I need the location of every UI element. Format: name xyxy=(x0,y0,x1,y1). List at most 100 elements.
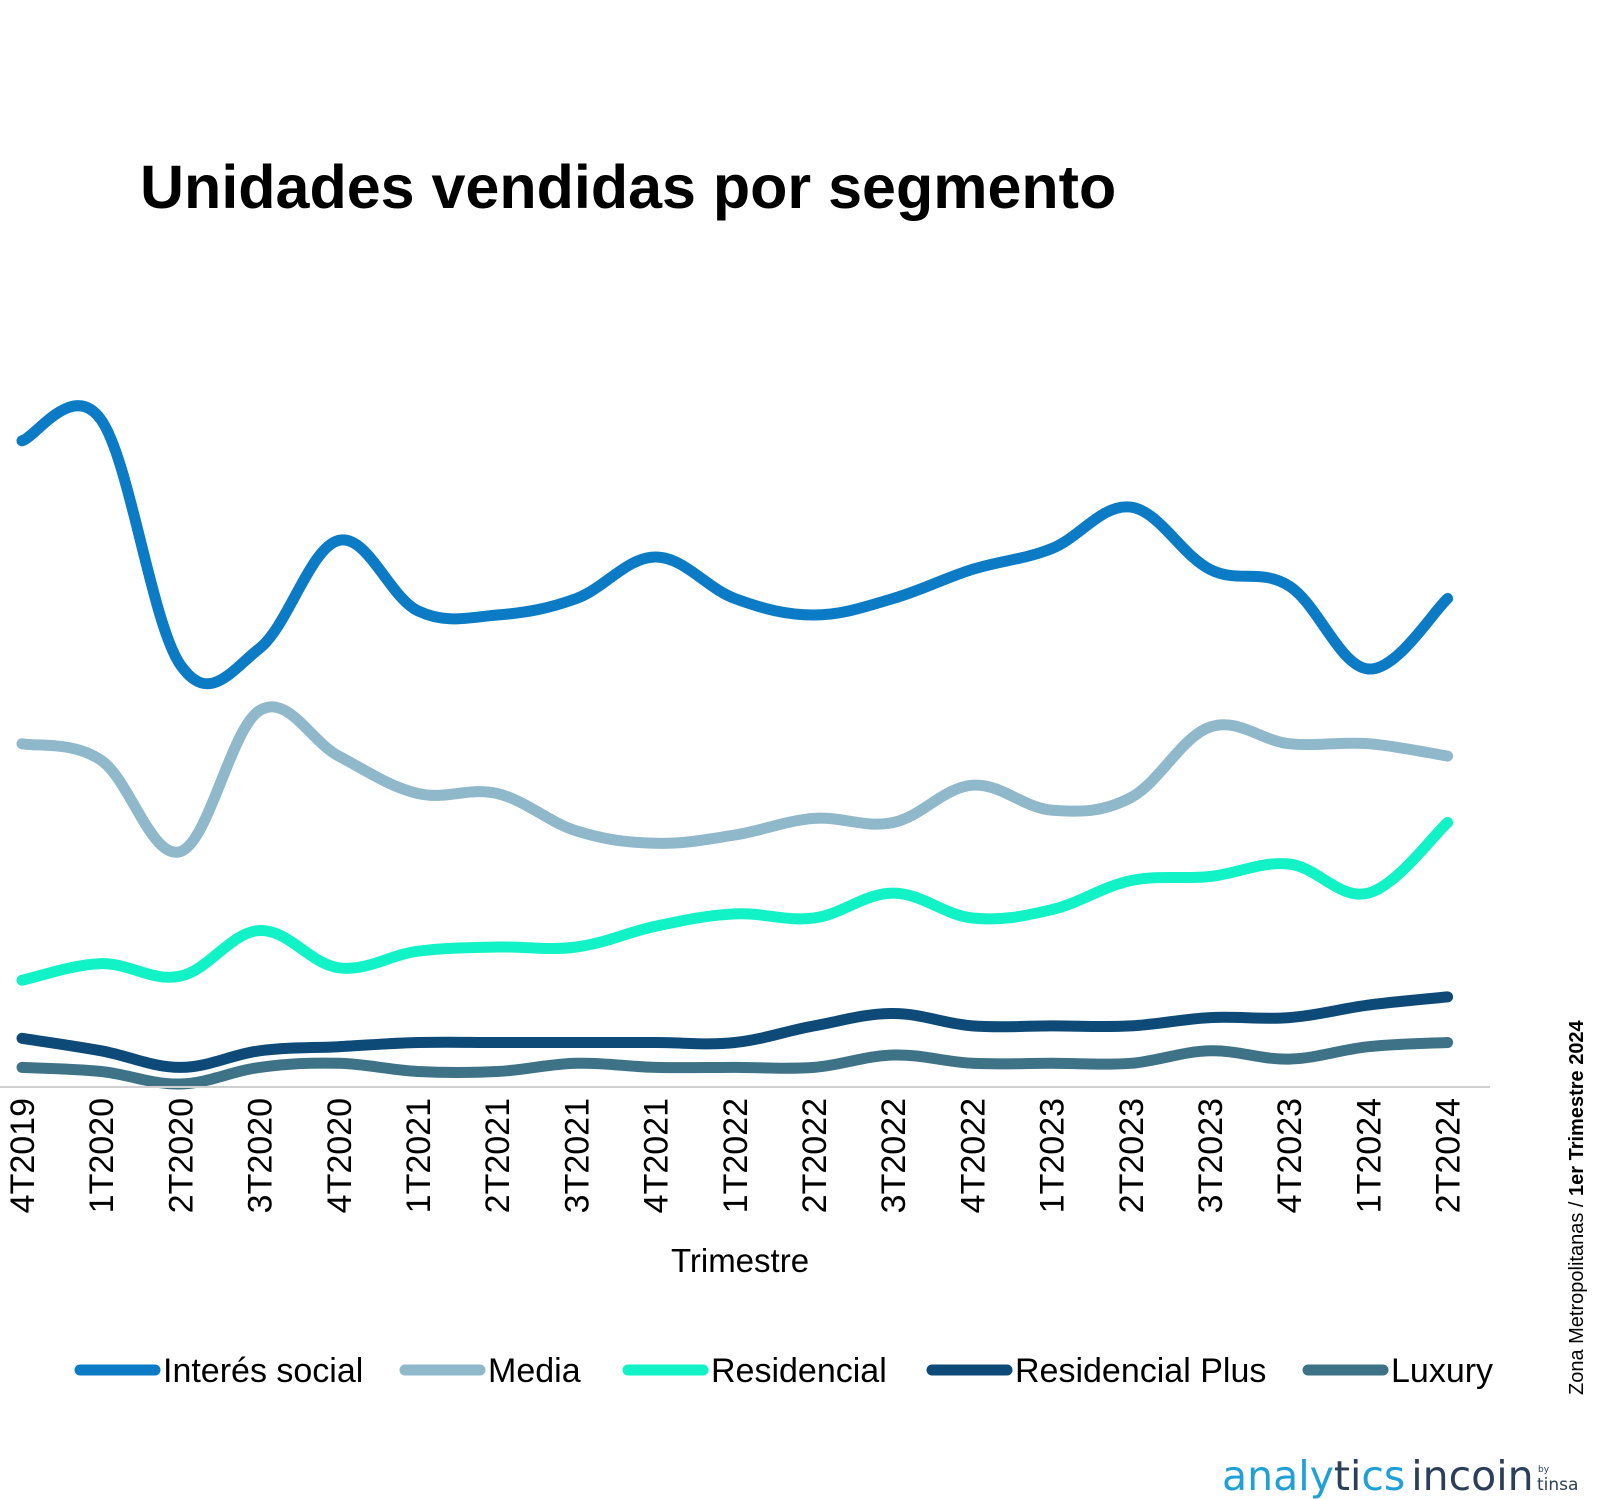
data-point-4-8 xyxy=(655,1066,657,1068)
data-point-3-7 xyxy=(575,1042,577,1043)
data-point-2-17 xyxy=(1367,892,1369,894)
data-point-4-11 xyxy=(892,1054,894,1056)
data-point-0-4 xyxy=(338,539,340,541)
data-point-1-17 xyxy=(1367,743,1369,745)
data-point-4-3 xyxy=(259,1066,261,1068)
svg-text:Zona Metropolitanas / 1er Trim: Zona Metropolitanas / 1er Trimestre 2024 xyxy=(1566,1019,1588,1395)
data-point-4-4 xyxy=(338,1062,340,1064)
x-tick-label: 4T2020 xyxy=(321,1098,359,1213)
data-point-4-1 xyxy=(100,1071,102,1073)
data-point-1-7 xyxy=(575,830,577,832)
data-point-2-16 xyxy=(1288,863,1290,865)
x-tick-label: 3T2021 xyxy=(558,1098,596,1213)
data-point-0-2 xyxy=(179,664,181,666)
data-point-3-12 xyxy=(971,1025,973,1027)
data-point-0-18 xyxy=(1447,597,1449,599)
data-point-4-9 xyxy=(734,1066,736,1068)
x-tick-label: 1T2024 xyxy=(1350,1098,1388,1213)
data-point-4-5 xyxy=(417,1071,419,1073)
data-point-3-15 xyxy=(1209,1017,1211,1019)
data-point-1-0 xyxy=(21,743,23,745)
data-point-2-15 xyxy=(1209,876,1211,877)
data-point-0-6 xyxy=(496,614,498,616)
legend-label: Interés social xyxy=(163,1352,363,1390)
data-point-1-9 xyxy=(734,834,736,836)
data-point-2-6 xyxy=(496,946,498,948)
legend-label: Residencial xyxy=(711,1352,887,1390)
data-point-4-12 xyxy=(971,1062,973,1064)
data-point-1-15 xyxy=(1209,726,1211,728)
x-tick-label: 2T2024 xyxy=(1430,1098,1468,1213)
data-point-2-18 xyxy=(1447,822,1449,824)
data-point-2-5 xyxy=(417,950,419,952)
data-point-0-3 xyxy=(259,647,261,649)
data-point-0-13 xyxy=(1051,548,1053,550)
data-point-1-5 xyxy=(417,793,419,794)
data-point-1-13 xyxy=(1051,809,1053,811)
logo-part-incoin: incoin xyxy=(1411,1452,1533,1500)
data-point-1-14 xyxy=(1130,797,1132,799)
data-point-1-18 xyxy=(1447,755,1449,757)
data-point-2-10 xyxy=(813,917,815,919)
side-note-region: Zona Metropolitanas xyxy=(1566,1213,1588,1395)
data-point-4-0 xyxy=(21,1066,23,1068)
logo-part-ti: ti xyxy=(1334,1452,1361,1500)
data-point-3-18 xyxy=(1447,996,1449,998)
data-point-0-10 xyxy=(813,614,815,616)
logo-part-cs: cs xyxy=(1361,1452,1405,1500)
data-point-2-8 xyxy=(655,925,657,927)
data-point-0-0 xyxy=(21,440,23,442)
data-point-1-2 xyxy=(179,851,181,853)
series-line-0 xyxy=(16,400,1454,690)
series-line-4 xyxy=(16,1037,1454,1090)
data-point-0-17 xyxy=(1367,668,1369,670)
data-point-1-10 xyxy=(813,817,815,819)
data-point-3-1 xyxy=(100,1050,102,1052)
series-line-1 xyxy=(16,701,1454,858)
data-point-3-9 xyxy=(734,1042,736,1043)
x-tick-label: 2T2020 xyxy=(162,1098,200,1213)
x-tick-label: 3T2022 xyxy=(875,1098,913,1213)
logo-by: by xyxy=(1538,1465,1550,1475)
data-point-4-6 xyxy=(496,1071,498,1073)
data-point-3-5 xyxy=(417,1042,419,1043)
x-tick-labels: 4T2019 1T2020 2T2020 3T2020 4T2020 1T2021 2T20… xyxy=(4,1098,1468,1213)
data-point-2-13 xyxy=(1051,909,1053,911)
side-note: Zona Metropolitanas / 1er Trimestre 2024 xyxy=(1566,1019,1588,1395)
data-point-1-4 xyxy=(338,755,340,757)
data-point-3-3 xyxy=(259,1050,261,1052)
logo-part-analy: analy xyxy=(1222,1452,1334,1500)
data-point-4-17 xyxy=(1367,1046,1369,1048)
data-point-0-1 xyxy=(100,419,102,421)
data-point-2-2 xyxy=(179,975,181,977)
series-lines xyxy=(16,400,1454,1090)
legend-label: Residencial Plus xyxy=(1015,1352,1266,1390)
data-point-4-2 xyxy=(179,1083,181,1085)
data-point-2-12 xyxy=(971,917,973,919)
data-point-3-2 xyxy=(179,1066,181,1068)
data-point-1-11 xyxy=(892,822,894,824)
x-tick-label: 4T2019 xyxy=(4,1098,42,1213)
data-point-3-13 xyxy=(1051,1025,1053,1027)
data-point-0-9 xyxy=(734,597,736,599)
data-point-4-13 xyxy=(1051,1062,1053,1064)
series-line-2 xyxy=(16,817,1454,986)
data-point-2-0 xyxy=(21,979,23,981)
data-point-1-12 xyxy=(971,784,973,786)
data-point-0-5 xyxy=(417,610,419,612)
data-point-4-14 xyxy=(1130,1062,1132,1064)
side-note-period: 1er Trimestre 2024 xyxy=(1566,1019,1588,1196)
data-point-0-12 xyxy=(971,568,973,570)
chart-title: Unidades vendidas por segmento xyxy=(140,153,1116,221)
data-point-0-14 xyxy=(1130,506,1132,508)
x-tick-label: 2T2023 xyxy=(1113,1098,1151,1213)
data-point-0-7 xyxy=(575,597,577,599)
x-tick-label: 4T2022 xyxy=(954,1098,992,1213)
data-point-3-8 xyxy=(655,1042,657,1043)
data-point-3-11 xyxy=(892,1012,894,1014)
x-tick-label: 4T2023 xyxy=(1271,1098,1309,1213)
data-point-2-1 xyxy=(100,963,102,965)
data-point-4-16 xyxy=(1288,1058,1290,1060)
